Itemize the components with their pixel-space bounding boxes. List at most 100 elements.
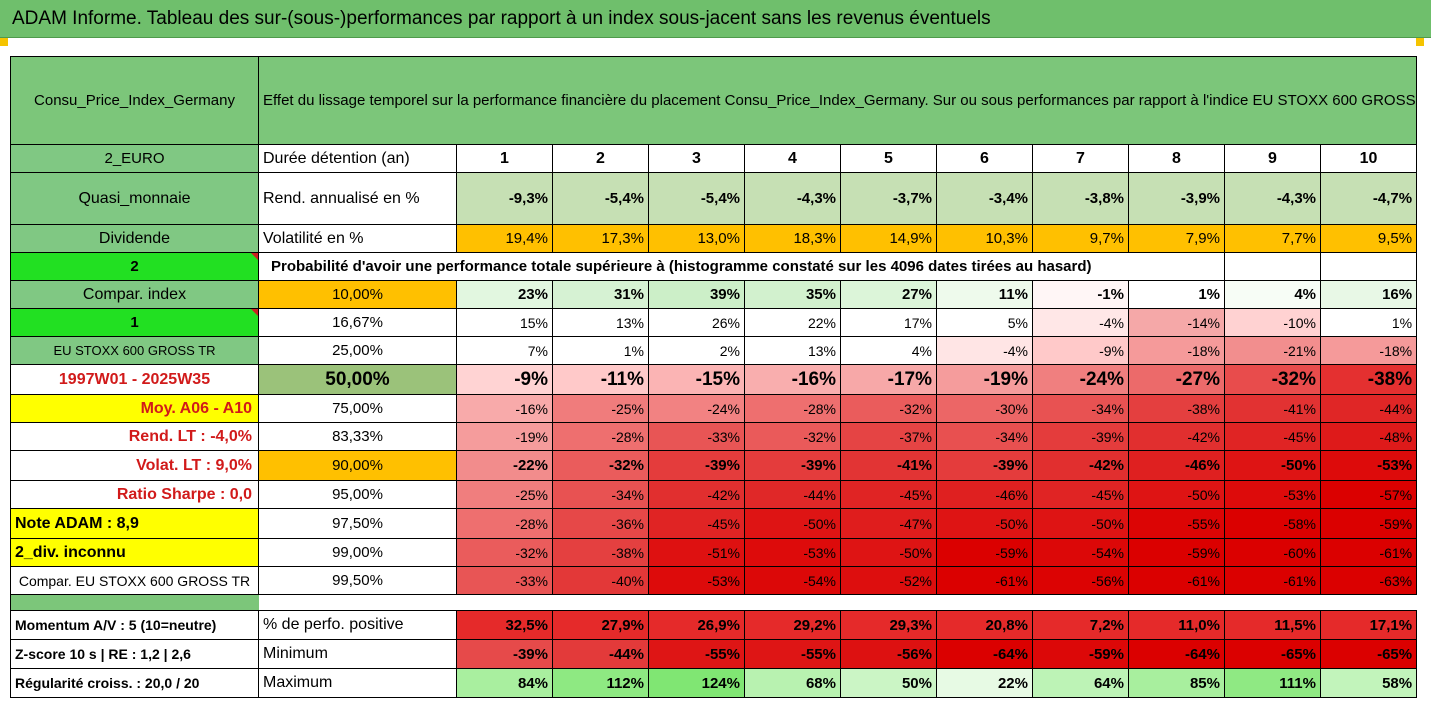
percentile-row: 2_div. inconnu 99,00% -32% -38% -51% -53% -50%…: [10, 538, 1418, 567]
percentile-value: -42%: [648, 480, 745, 509]
stats-value: -64%: [936, 639, 1033, 669]
percentile-value: 2%: [648, 336, 745, 365]
percentile-value: -41%: [840, 450, 937, 481]
percentile-value: -46%: [936, 480, 1033, 509]
percentile-value: -50%: [840, 538, 937, 567]
percentile-value: -44%: [744, 480, 841, 509]
percentile-value: -4%: [936, 336, 1033, 365]
percentile-row: Moy. A06 - A10 75,00% -16% -25% -24% -28% -32%…: [10, 394, 1418, 423]
percentile-value: -59%: [1319, 508, 1418, 539]
gap-cell: [1032, 594, 1129, 611]
percentile-value: -48%: [1319, 422, 1418, 451]
percentile-value: -61%: [936, 566, 1033, 595]
percentile-value: -9%: [1032, 336, 1129, 365]
gap-cell: [936, 594, 1033, 611]
duration-row: 2_EURO Durée détention (an) 1 2 3 4 5 6 7 8 9 10: [10, 144, 1418, 173]
vol-value: 9,5%: [1319, 224, 1418, 253]
percentile-row: Note ADAM : 8,9 97,50% -28% -36% -45% -50% -47…: [10, 508, 1418, 539]
prob-text: Probabilité d'avoir une performance tota…: [258, 252, 1225, 281]
stats-value: 29,2%: [744, 610, 841, 640]
stats-value: 111%: [1224, 668, 1321, 698]
percentile-value: -51%: [648, 538, 745, 567]
year-header: 10: [1319, 144, 1418, 173]
percentile-value: -54%: [744, 566, 841, 595]
percentile-value: -47%: [840, 508, 937, 539]
year-header: 9: [1224, 144, 1321, 173]
dividend-label: Dividende: [10, 224, 259, 253]
percentile-value: -32%: [552, 450, 649, 481]
percentile-value: -33%: [456, 566, 553, 595]
vol-label: Volatilité en %: [258, 224, 457, 253]
percentile-value: 7%: [456, 336, 553, 365]
vol-value: 9,7%: [1032, 224, 1129, 253]
percentile-value: -32%: [456, 538, 553, 567]
percentile-value: -50%: [1224, 450, 1321, 481]
stats-row: Momentum A/V : 5 (10=neutre)% de perfo. …: [10, 610, 1418, 640]
year-header: 1: [456, 144, 553, 173]
row-label: 1: [10, 308, 259, 337]
stats-value: 50%: [840, 668, 937, 698]
percentile-value: -30%: [936, 394, 1033, 423]
vol-value: 10,3%: [936, 224, 1033, 253]
row-label: EU STOXX 600 GROSS TR: [10, 336, 259, 365]
year-header: 2: [552, 144, 649, 173]
vol-row: Dividende Volatilité en % 19,4% 17,3% 13,0% 1…: [10, 224, 1418, 253]
percentile-value: -32%: [744, 422, 841, 451]
prob-index-label: 2: [10, 252, 259, 281]
percentile-row: Compar. index 10,00% 23% 31% 39% 35% 27% 11% -1%…: [10, 280, 1418, 309]
stats-value: -39%: [456, 639, 553, 669]
rend-value: -4,3%: [744, 172, 841, 225]
percentile-value: 4%: [1224, 280, 1321, 309]
percentile-value: -63%: [1319, 566, 1418, 595]
percentile-value: -9%: [456, 364, 553, 395]
gap-cell: [1224, 594, 1321, 611]
percentile-cell: 95,00%: [258, 480, 457, 509]
rend-row: Quasi_monnaie Rend. annualisé en % -9,3% -5…: [10, 172, 1418, 225]
corner-marker-right: [1416, 38, 1424, 46]
percentile-value: -61%: [1319, 538, 1418, 567]
stats-row: Régularité croiss. : 20,0 / 20 Maximum 84%…: [10, 668, 1418, 698]
percentile-value: -38%: [552, 538, 649, 567]
percentile-row: 1997W01 - 2025W35 50,00% -9% -11% -15% -16% -1…: [10, 364, 1418, 395]
percentile-value: -50%: [1128, 480, 1225, 509]
percentile-value: -45%: [840, 480, 937, 509]
percentile-value: 27%: [840, 280, 937, 309]
row-label: Ratio Sharpe : 0,0: [10, 480, 259, 509]
stats-value: -65%: [1319, 639, 1418, 669]
percentile-value: 35%: [744, 280, 841, 309]
percentile-value: -10%: [1224, 308, 1321, 337]
percentile-value: 16%: [1319, 280, 1418, 309]
gap-cell: [456, 594, 553, 611]
corner-marker-left: [0, 38, 8, 46]
percentile-value: -61%: [1224, 566, 1321, 595]
vol-value: 7,9%: [1128, 224, 1225, 253]
percentile-value: -16%: [744, 364, 841, 395]
percentile-cell: 75,00%: [258, 394, 457, 423]
percentile-value: -32%: [1224, 364, 1321, 395]
percentile-value: -53%: [648, 566, 745, 595]
percentile-value: -38%: [1319, 364, 1418, 395]
percentile-value: -21%: [1224, 336, 1321, 365]
percentile-value: -36%: [552, 508, 649, 539]
prob-empty: [1224, 252, 1321, 281]
percentile-value: 13%: [552, 308, 649, 337]
category-label: Quasi_monnaie: [10, 172, 259, 225]
percentile-value: 26%: [648, 308, 745, 337]
percentile-value: -34%: [1032, 394, 1129, 423]
prob-empty: [1319, 252, 1418, 281]
percentile-row: Compar. EU STOXX 600 GROSS TR 99,50% -33% -…: [10, 566, 1418, 595]
percentile-value: -53%: [1319, 450, 1418, 481]
percentile-value: 1%: [1128, 280, 1225, 309]
percentile-value: -4%: [1032, 308, 1129, 337]
row-label: Note ADAM : 8,9: [10, 508, 259, 539]
stats-value: -64%: [1128, 639, 1225, 669]
year-header: 5: [840, 144, 937, 173]
gap-cell: [552, 594, 649, 611]
description-cell: Effet du lissage temporel sur la perform…: [257, 56, 1418, 145]
year-header: 8: [1128, 144, 1225, 173]
gap-cell: [1320, 594, 1417, 611]
stats-value: -59%: [1032, 639, 1129, 669]
percentile-value: -54%: [1032, 538, 1129, 567]
gap-cell: [744, 594, 841, 611]
stats-value: 64%: [1032, 668, 1129, 698]
